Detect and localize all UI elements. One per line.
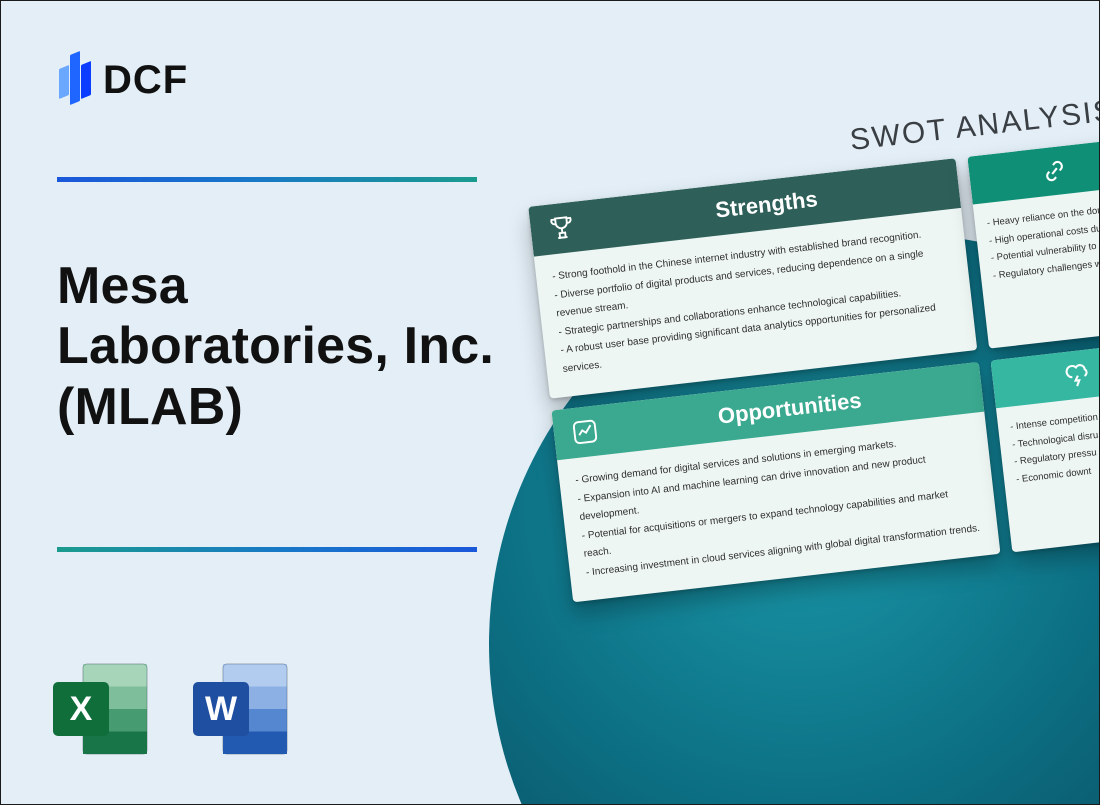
swot-strengths-card: Strengths Strong foothold in the Chinese… <box>528 158 977 398</box>
svg-text:W: W <box>205 690 238 728</box>
swot-threats-body: Intense competitionTechnological disruRe… <box>996 389 1100 504</box>
excel-icon: X <box>49 656 155 762</box>
word-icon: W <box>189 656 295 762</box>
link-icon <box>1037 153 1072 188</box>
divider-bottom <box>57 547 477 552</box>
trophy-icon <box>545 212 578 245</box>
infographic-page: DCF Mesa Laboratories, Inc. (MLAB) X W S… <box>0 0 1100 805</box>
logo-bars-icon <box>59 49 93 111</box>
file-type-icons: X W <box>49 656 295 762</box>
swot-weaknesses-body: Heavy reliance on the domesticHigh opera… <box>973 185 1100 300</box>
brand-name: DCF <box>103 58 188 103</box>
swot-weaknesses-card: Heavy reliance on the domesticHigh opera… <box>967 138 1100 349</box>
divider-top <box>57 177 477 182</box>
chart-icon <box>568 415 601 448</box>
page-title: Mesa Laboratories, Inc. (MLAB) <box>57 256 497 437</box>
storm-icon <box>1060 357 1095 392</box>
swot-threats-card: Intense competitionTechnological disruRe… <box>991 341 1100 552</box>
brand-logo: DCF <box>59 49 188 111</box>
swot-analysis: SWOT ANALYSIS Strengths Strong footho <box>523 91 1100 602</box>
svg-text:X: X <box>70 690 93 728</box>
